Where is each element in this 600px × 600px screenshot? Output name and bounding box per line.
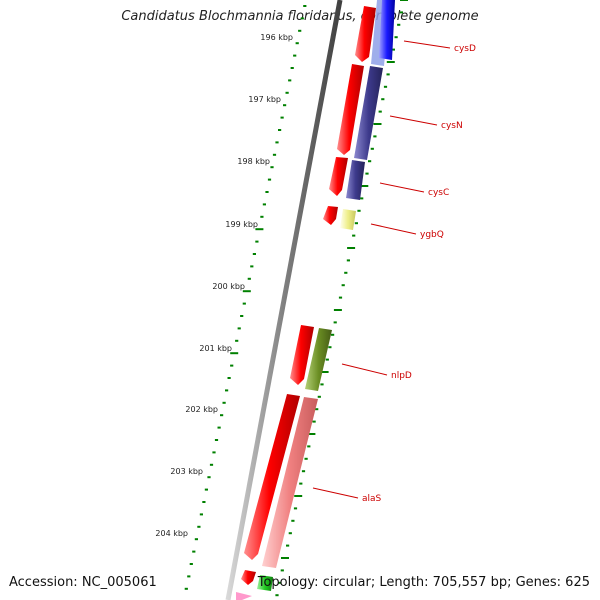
tick-label: 202 kbp	[185, 405, 218, 414]
genome-stats: Topology: circular; Length: 705,557 bp; …	[257, 575, 590, 590]
tick-label: 196 kbp	[260, 33, 293, 42]
gene-block-green	[257, 575, 273, 591]
tick-label: 204 kbp	[155, 529, 188, 538]
gene-callouts	[312, 40, 451, 499]
gene-label-cysC: cysC	[428, 188, 449, 198]
gene-cysD-block	[379, 0, 395, 60]
cds-feature	[244, 394, 300, 560]
gene-label-ygbQ: ygbQ	[420, 230, 444, 240]
accession-label: Accession: NC_005061	[9, 575, 157, 590]
gene-block-pink-arrow	[236, 592, 252, 600]
gene-label-nlpD: nlpD	[391, 371, 412, 381]
gene-ygbQ-block	[340, 209, 356, 230]
reverse-cds-track	[236, 0, 395, 600]
cds-feature	[323, 206, 338, 225]
tick-label: 198 kbp	[237, 157, 270, 166]
gene-cysC-block	[346, 160, 365, 200]
gene-nlpD-block	[305, 328, 332, 391]
tick-label: 199 kbp	[225, 220, 258, 229]
scale-tick-labels: 196 kbp 197 kbp 198 kbp 199 kbp 200 kbp …	[155, 33, 293, 538]
cds-feature	[355, 6, 376, 62]
cds-feature	[290, 325, 314, 385]
tick-label: 201 kbp	[199, 344, 232, 353]
cds-feature	[241, 570, 256, 585]
gene-label-cysD: cysD	[454, 44, 476, 54]
gene-cysN-block	[354, 66, 383, 160]
tick-label: 203 kbp	[170, 467, 203, 476]
gene-labels: cysD cysN cysC ygbQ nlpD alaS	[362, 44, 476, 504]
cds-feature	[337, 64, 364, 155]
genome-backbone	[225, 0, 343, 600]
scale-ticks	[184, 5, 307, 590]
gene-alaS-block	[262, 397, 318, 568]
tick-label: 200 kbp	[212, 282, 245, 291]
cds-feature	[329, 157, 348, 196]
gc-skew-ring	[275, 0, 408, 597]
gene-label-alaS: alaS	[362, 494, 382, 504]
forward-cds-track	[241, 6, 376, 585]
gene-label-cysN: cysN	[441, 121, 463, 131]
tick-label: 197 kbp	[248, 95, 281, 104]
